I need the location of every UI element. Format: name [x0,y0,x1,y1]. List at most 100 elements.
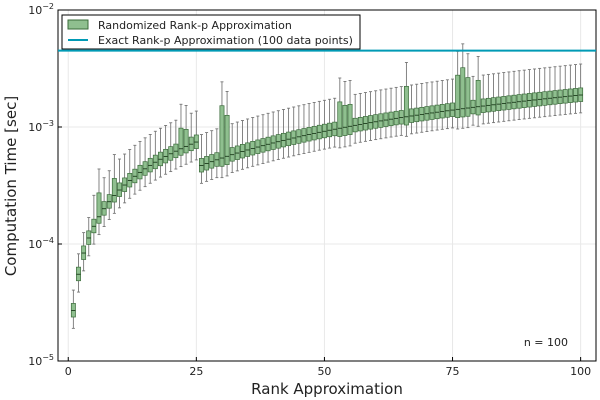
box-rank-40 [270,111,276,162]
box-rank-64 [393,86,399,137]
box-rank-45 [296,105,302,156]
box-rank-97 [562,65,568,115]
box-rank-22 [178,103,184,168]
box-rank-13 [132,144,138,195]
x-tick-label: 0 [65,365,72,378]
x-tick-label: 25 [189,365,203,378]
box-rank-38 [260,114,266,164]
legend-frame [61,14,361,50]
box-iqr [183,128,189,154]
box-iqr [403,85,409,126]
box-rank-34 [240,120,245,170]
box-rank-75 [450,78,455,129]
box-rank-87 [511,70,517,121]
box-rank-63 [388,87,394,138]
y-tick-label: 10−3 [28,119,54,134]
box-rank-20 [168,122,174,173]
box-rank-61 [378,89,384,140]
box-rank-94 [547,66,553,117]
box-iqr [178,127,184,156]
y-ticks: 10−5 10−4 10−3 10−2 [28,2,62,368]
box-rank-95 [552,66,558,116]
box-rank-100 [578,63,584,114]
box-iqr [475,79,481,116]
box-rank-23 [183,104,189,165]
box-rank-53 [337,77,343,149]
box-rank-21 [173,119,179,170]
box-rank-71 [429,81,435,132]
box-rank-48 [311,101,317,152]
box-rank-5 [91,194,97,245]
box-rank-58 [362,92,368,142]
box-rank-88 [516,70,522,120]
box-rank-26 [199,134,204,184]
box-rank-15 [142,137,148,188]
box-rank-44 [291,106,297,157]
x-tick-label: 50 [317,365,331,378]
box-rank-30 [219,81,225,179]
box-iqr [465,77,471,117]
x-ticks: 0 25 50 75 100 [65,357,591,378]
box-rank-9 [111,154,117,214]
box-rank-92 [537,67,543,118]
box-rank-96 [557,65,563,116]
box-rank-74 [444,79,450,130]
box-rank-90 [526,69,532,119]
box-rank-42 [280,108,286,159]
box-rank-32 [229,123,235,173]
box-rank-27 [204,132,210,182]
box-rank-10 [117,158,122,209]
box-rank-55 [347,80,353,147]
box-rank-1 [70,289,76,329]
box-rank-84 [496,72,502,123]
legend: Randomized Rank-p Approximation Exact Ra… [61,14,361,50]
box-rank-35 [245,118,251,169]
box-rank-39 [265,112,271,163]
box-rank-33 [234,121,240,172]
legend-swatch-box [67,19,89,30]
box-rank-57 [357,93,363,143]
box-rank-89 [521,69,527,120]
box-rank-52 [332,97,338,148]
box-rank-36 [250,117,256,167]
box-rank-65 [398,86,404,136]
box-iqr [96,192,102,224]
box-rank-2 [76,253,81,293]
box-iqr [337,101,343,137]
box-rank-28 [209,130,215,180]
box-rank-25 [193,110,199,161]
box-rank-85 [501,72,507,122]
box-rank-50 [321,99,327,150]
legend-label-exact: Exact Rank-p Approximation (100 data poi… [98,34,353,47]
box-rank-91 [532,68,537,119]
box-rank-62 [383,88,389,139]
sample-size-annotation: n = 100 [524,336,568,349]
box-rank-80 [475,56,481,127]
box-rank-51 [327,98,333,149]
plot-frame [57,9,597,362]
box-rank-72 [434,80,440,131]
box-rank-78 [465,53,471,129]
box-rank-81 [480,74,486,125]
box-rank-12 [127,149,133,199]
box-rank-24 [188,112,194,163]
box-iqr [460,67,466,118]
box-iqr [111,178,117,203]
boxes [70,43,584,329]
box-rank-60 [373,90,379,141]
box-rank-43 [286,107,292,158]
box-rank-46 [301,104,307,154]
box-rank-99 [573,64,578,114]
box-rank-69 [419,83,425,133]
box-rank-16 [147,133,153,184]
box-rank-73 [439,80,445,130]
box-rank-83 [491,73,496,124]
x-axis-label: Rank Approximation [251,380,403,398]
box-rank-56 [352,93,358,144]
box-rank-59 [368,91,374,141]
x-tick-label: 100 [570,365,591,378]
y-axis-label: Computation Time [sec] [2,96,20,276]
x-tick-label: 75 [446,365,460,378]
box-rank-18 [158,127,163,178]
